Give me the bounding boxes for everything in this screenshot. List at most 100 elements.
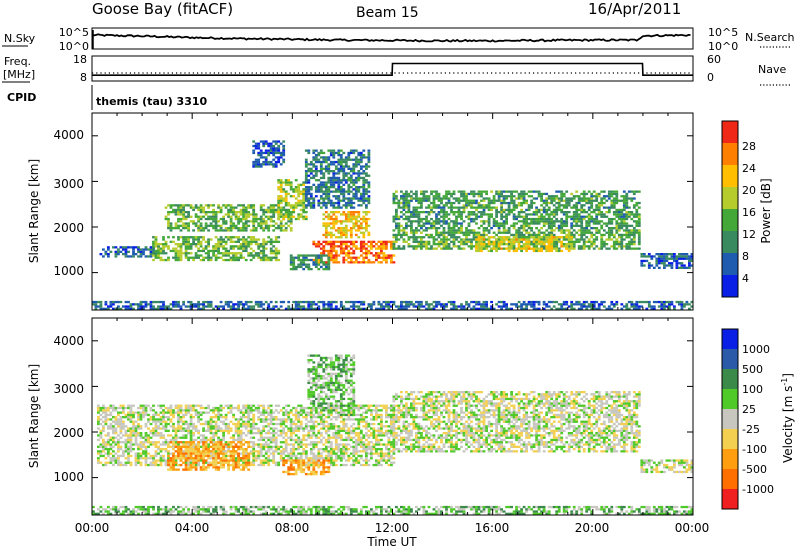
heatmap-cell xyxy=(475,213,478,216)
heatmap-cell xyxy=(560,249,564,253)
heatmap-cell xyxy=(314,179,318,182)
heatmap-cell xyxy=(422,192,426,196)
heatmap-cell xyxy=(312,240,316,243)
heatmap-cell xyxy=(665,255,669,258)
heatmap-cell xyxy=(354,176,358,180)
heatmap-cell xyxy=(314,256,318,259)
heatmap-cell xyxy=(137,459,140,462)
power-colorbar-label: Power [dB] xyxy=(759,178,773,243)
heatmap-cell xyxy=(349,240,353,243)
heatmap-cell xyxy=(329,240,333,243)
heatmap-cell xyxy=(149,248,153,251)
heatmap-cell xyxy=(610,227,614,230)
heatmap-cell xyxy=(282,190,286,193)
heatmap-cell xyxy=(540,243,543,246)
power-ytick-2000: 2000 xyxy=(53,221,84,235)
heatmap-cell xyxy=(487,197,491,200)
heatmap-cell xyxy=(257,163,261,166)
heatmap-cell xyxy=(507,247,511,250)
heatmap-cell xyxy=(349,190,353,193)
heatmap-cell xyxy=(465,215,468,218)
heatmap-cell xyxy=(357,176,361,180)
heatmap-cell xyxy=(287,192,291,196)
heatmap-cell xyxy=(307,163,311,166)
heatmap-cell xyxy=(427,211,431,214)
heatmap-cell xyxy=(365,163,368,166)
heatmap-cell xyxy=(557,220,561,223)
heatmap-cell xyxy=(545,245,549,248)
heatmap-cell xyxy=(500,208,503,212)
heatmap-cell xyxy=(269,217,273,221)
heatmap-cell xyxy=(189,236,193,239)
heatmap-cell xyxy=(252,217,256,221)
heatmap-cell xyxy=(547,197,551,200)
heatmap-cell xyxy=(425,243,428,246)
heatmap-cell xyxy=(132,425,135,428)
heatmap-cell xyxy=(475,222,478,225)
heatmap-cell xyxy=(99,434,103,437)
heatmap-cell xyxy=(237,229,240,232)
heatmap-cell xyxy=(370,261,373,264)
heatmap-cell xyxy=(565,204,569,207)
heatmap-cell xyxy=(102,463,105,467)
heatmap-cell xyxy=(322,261,326,264)
heatmap-cell xyxy=(347,156,351,159)
heatmap-cell xyxy=(262,243,266,246)
heatmap-cell xyxy=(297,265,301,269)
heatmap-cell xyxy=(214,224,218,227)
heatmap-cell xyxy=(365,192,368,196)
heatmap-cell xyxy=(577,220,581,223)
heatmap-cell xyxy=(207,249,210,253)
heatmap-cell xyxy=(137,411,140,414)
heatmap-cell xyxy=(525,247,528,250)
heatmap-cell xyxy=(472,195,476,198)
heatmap-cell xyxy=(279,229,283,232)
heatmap-cell xyxy=(510,208,513,212)
heatmap-cell xyxy=(467,303,471,306)
heatmap-cell xyxy=(349,151,353,155)
heatmap-cell xyxy=(582,247,586,250)
heatmap-cell xyxy=(264,240,268,243)
heatmap-cell xyxy=(179,258,183,262)
heatmap-cell xyxy=(495,238,498,241)
heatmap-cell xyxy=(475,236,478,239)
heatmap-cell xyxy=(194,215,198,218)
heatmap-cell xyxy=(122,404,125,407)
heatmap-cell xyxy=(152,441,155,444)
heatmap-cell xyxy=(149,416,153,419)
heatmap-cell xyxy=(272,154,276,157)
heatmap-cell xyxy=(197,243,200,246)
heatmap-cell xyxy=(154,432,158,435)
heatmap-cell xyxy=(492,199,496,202)
heatmap-cell xyxy=(517,236,521,239)
heatmap-cell xyxy=(267,160,271,164)
heatmap-cell xyxy=(282,224,286,227)
heatmap-cell xyxy=(204,211,208,214)
heatmap-cell xyxy=(477,240,481,243)
heatmap-cell xyxy=(447,247,451,250)
heatmap-cell xyxy=(247,236,251,239)
heatmap-cell xyxy=(117,457,120,460)
heatmap-cell xyxy=(620,236,624,239)
heatmap-cell xyxy=(142,406,145,410)
heatmap-cell xyxy=(354,261,358,264)
heatmap-cell xyxy=(547,305,551,308)
heatmap-cell xyxy=(475,217,478,221)
power-ytick-1000: 1000 xyxy=(53,264,84,278)
heatmap-cell xyxy=(154,443,158,446)
heatmap-cell xyxy=(427,206,431,209)
heatmap-cell xyxy=(357,227,361,230)
heatmap-cell xyxy=(127,411,130,414)
heatmap-cell xyxy=(259,222,263,225)
heatmap-cell xyxy=(339,186,343,189)
heatmap-cell xyxy=(339,149,343,152)
heatmap-cell xyxy=(352,197,356,200)
heatmap-cell xyxy=(480,204,483,207)
heatmap-cell xyxy=(284,190,288,193)
heatmap-cell xyxy=(332,224,336,227)
heatmap-cell xyxy=(327,256,331,259)
heatmap-cell xyxy=(492,197,496,200)
heatmap-cell xyxy=(567,236,571,239)
heatmap-cell xyxy=(117,300,120,304)
heatmap-cell xyxy=(587,208,591,212)
